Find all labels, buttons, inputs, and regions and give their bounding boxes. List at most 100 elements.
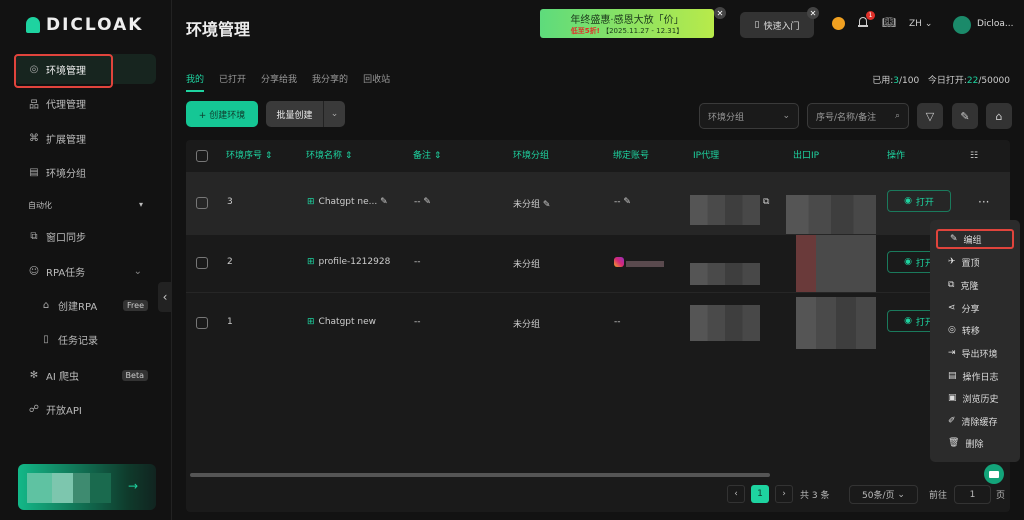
col-group: 环境分组 xyxy=(513,151,550,161)
edit-icon[interactable]: ✎ xyxy=(542,200,551,210)
browser-icon: ◉ xyxy=(904,257,912,267)
sidebar-item-extensions[interactable]: ⌘ 扩展管理 xyxy=(29,132,86,146)
tag-button[interactable]: ⌂ xyxy=(986,103,1012,129)
table-row[interactable]: 1 ⊞ Chatgpt new -- 未分组 -- ◉ 打开 xyxy=(186,292,1010,352)
user-name[interactable]: Dicloa... xyxy=(977,19,1014,29)
blurred-ip-proxy xyxy=(690,305,760,341)
sidebar-item-task-records[interactable]: ▯ 任务记录 xyxy=(14,324,156,354)
menu-item-transfer[interactable]: ◎ 转移 xyxy=(948,325,980,337)
prev-page-button[interactable]: ‹ xyxy=(727,485,745,503)
page-size-select[interactable]: 50条/页 ⌄ xyxy=(849,485,918,504)
batch-create-dropdown[interactable]: ⌄ xyxy=(323,101,345,127)
sidebar-item-window-sync[interactable]: ⧉ 窗口同步 xyxy=(14,221,156,251)
col-seq[interactable]: 环境序号 ⇕ xyxy=(226,151,273,161)
tab-shared-with-me[interactable]: 分享给我 xyxy=(261,75,298,85)
blurred-ip-proxy xyxy=(690,195,760,225)
chat-button[interactable] xyxy=(984,464,1004,484)
filter-button[interactable]: ▽ xyxy=(917,103,943,129)
sidebar-item-create-rpa[interactable]: ⌂ 创建RPA Free xyxy=(14,290,156,320)
tab-recycle-bin[interactable]: 回收站 xyxy=(363,75,391,85)
row-checkbox[interactable] xyxy=(196,257,208,269)
windows-icon: ⊞ xyxy=(307,317,315,327)
tab-my-shares[interactable]: 我分享的 xyxy=(312,75,349,85)
bell-icon[interactable] xyxy=(858,16,868,28)
pin-icon: ✈ xyxy=(948,257,956,267)
sidebar-item-open-api[interactable]: ☍ 开放API xyxy=(28,403,82,417)
horizontal-scrollbar[interactable] xyxy=(190,473,770,477)
extension-icon: ⌘ xyxy=(29,132,39,144)
page-1[interactable]: 1 xyxy=(751,485,769,503)
section-automation[interactable]: 自动化 ▾ xyxy=(28,200,143,210)
page-title: 环境管理 xyxy=(186,20,251,39)
broom-icon: ✐ xyxy=(948,416,956,426)
col-note[interactable]: 备注 ⇕ xyxy=(413,151,442,161)
store-icon: ⌂ xyxy=(42,299,50,311)
blurred-exit-ip xyxy=(796,297,876,349)
goto-page-input[interactable]: 1 xyxy=(954,485,991,504)
col-ip-proxy: IP代理 xyxy=(693,151,720,161)
chevron-down-icon: ⌄ xyxy=(133,265,142,277)
blurred-content xyxy=(27,473,111,503)
promo-card[interactable]: → xyxy=(18,464,156,510)
sidebar-item-env[interactable]: ◎ 环境管理 xyxy=(14,54,156,88)
open-button[interactable]: ◉ 打开 xyxy=(887,190,951,212)
menu-item-export[interactable]: ⇥ 导出环境 xyxy=(948,348,998,360)
coin-icon[interactable] xyxy=(832,17,845,30)
edit-icon[interactable]: ✎ xyxy=(623,197,631,207)
create-env-button[interactable]: + 创建环境 xyxy=(186,101,258,127)
sidebar-item-proxy[interactable]: 品代理管理 xyxy=(14,88,156,118)
menu-item-clear-cache[interactable]: ✐ 清除缓存 xyxy=(948,416,998,428)
row-checkbox[interactable] xyxy=(196,197,208,209)
close-banner-button[interactable]: ✕ xyxy=(714,7,726,19)
filter-icon: ▽ xyxy=(925,109,935,123)
clipboard-icon: ▤ xyxy=(948,371,957,381)
close-quick-start-button[interactable]: ✕ xyxy=(807,7,819,19)
sidebar-item-rpa[interactable]: ☺ RPA任务 ⌄ xyxy=(28,265,142,279)
sync-icon: ⧉ xyxy=(30,230,38,242)
tab-opened[interactable]: 已打开 xyxy=(219,75,247,85)
language-select[interactable]: ZH ⌄ xyxy=(909,19,933,29)
windows-icon: ⊞ xyxy=(307,197,315,207)
logo-icon xyxy=(26,17,40,33)
edit-icon[interactable]: ✎ xyxy=(423,197,431,207)
blurred-account xyxy=(626,261,664,267)
next-page-button[interactable]: › xyxy=(775,485,793,503)
col-name[interactable]: 环境名称 ⇕ xyxy=(306,151,353,161)
table-row[interactable]: 3 ⊞ Chatgpt ne... ✎ -- ✎ 未分组 ✎ -- ✎ ⧉ ◉ 打开… xyxy=(186,172,1010,235)
pencil-icon: ✎ xyxy=(950,234,958,244)
menu-item-share[interactable]: ⋖ 分享 xyxy=(948,303,980,315)
menu-item-logs[interactable]: ▤ 操作日志 xyxy=(948,371,999,383)
tab-mine[interactable]: 我的 xyxy=(186,72,205,92)
clean-button[interactable]: ✎ xyxy=(952,103,978,129)
quick-start-button[interactable]: ▯ 快速入门 xyxy=(740,12,814,38)
menu-item-history[interactable]: ▣ 浏览历史 xyxy=(948,393,999,405)
avatar[interactable] xyxy=(953,16,971,34)
col-actions: 操作 xyxy=(887,151,906,161)
promo-banner[interactable]: 年终盛惠·感恩大放「价」 低至5折! 【2025.11.27 - 12.31】 xyxy=(540,9,714,38)
book-icon: ▯ xyxy=(754,20,760,30)
copy-icon[interactable]: ⧉ xyxy=(763,197,770,207)
table-row[interactable]: 2 ⊞ profile-1212928 -- 未分组 ◉ 打开 xyxy=(186,234,1010,293)
env-table: 环境序号 ⇕ 环境名称 ⇕ 备注 ⇕ 环境分组 绑定账号 IP代理 出口IP 操… xyxy=(186,140,1010,512)
sidebar-item-groups[interactable]: ▤ 环境分组 xyxy=(29,166,86,180)
select-all-checkbox[interactable] xyxy=(196,150,208,162)
edit-icon[interactable]: ✎ xyxy=(380,197,388,207)
docs-icon[interactable]: 📖︎ xyxy=(882,16,896,29)
notification-badge: 1 xyxy=(866,11,875,20)
menu-item-delete[interactable]: 🗑︎ 删除 xyxy=(948,438,984,450)
network-icon: 品 xyxy=(29,99,39,111)
browser-icon: ◉ xyxy=(904,196,912,206)
batch-create-button[interactable]: 批量创建 xyxy=(266,101,323,127)
menu-item-edit-group[interactable]: ✎ 编组 xyxy=(936,229,1014,249)
logo: DICLOAK xyxy=(26,15,143,35)
chevron-down-icon: ⌄ xyxy=(924,19,933,29)
column-settings-icon[interactable]: ☷ xyxy=(970,151,979,161)
group-select[interactable]: 环境分组 ⌄ xyxy=(699,103,799,129)
row-checkbox[interactable] xyxy=(196,317,208,329)
sidebar-item-ai-crawler[interactable]: ✻ AI 爬虫 Beta xyxy=(14,360,156,390)
more-icon[interactable]: ··· xyxy=(978,195,990,209)
menu-item-pin[interactable]: ✈ 置顶 xyxy=(948,257,980,269)
search-input[interactable]: 序号/名称/备注 ⌕ xyxy=(807,103,909,129)
menu-item-clone[interactable]: ⧉ 克隆 xyxy=(948,280,979,292)
collapse-sidebar-button[interactable]: ‹ xyxy=(158,282,172,312)
